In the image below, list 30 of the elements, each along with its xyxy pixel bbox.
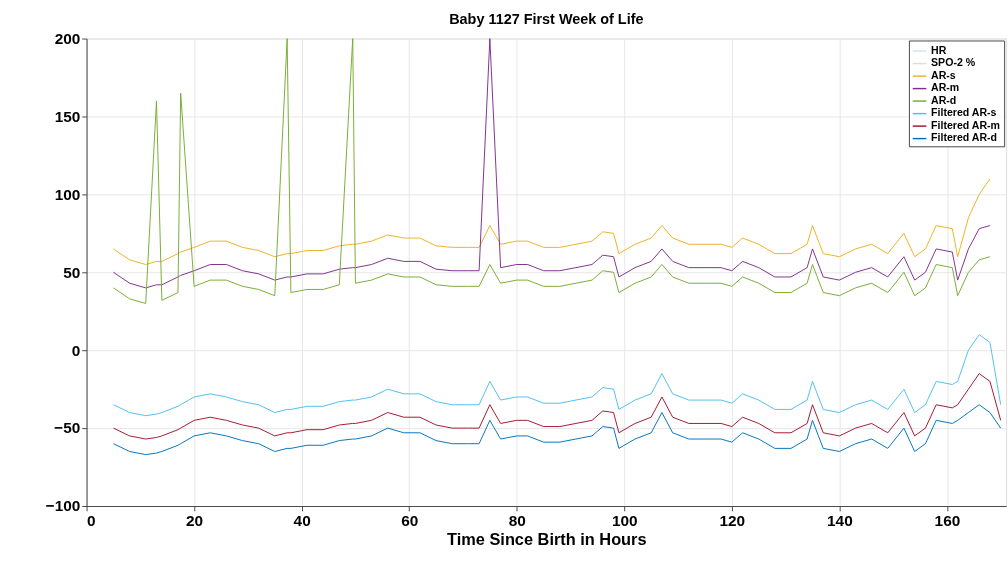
y-tick-label: 50 [63, 263, 81, 281]
x-tick-label: 160 [934, 511, 961, 529]
legend-label: AR-s [931, 68, 956, 81]
x-tick-label: 140 [827, 511, 853, 529]
x-tick-label: 60 [401, 511, 419, 529]
legend-label: Filtered AR-s [931, 106, 997, 119]
x-tick-label: 20 [186, 511, 204, 529]
x-tick-label: 100 [611, 511, 638, 529]
legend-label: SPO-2 % [931, 56, 976, 69]
x-axis-title: Time Since Birth in Hours [447, 529, 647, 548]
y-tick-label: 200 [54, 29, 81, 47]
y-tick-label: 100 [54, 185, 81, 203]
y-tick-label: 150 [54, 107, 81, 125]
line-series [112, 373, 1002, 440]
legend-label: HR [931, 43, 947, 56]
x-tick-label: 80 [508, 511, 526, 529]
line-series [112, 334, 1002, 417]
line-series [112, 178, 991, 265]
x-tick-label: 0 [87, 511, 96, 529]
legend-label: AR-m [931, 81, 960, 94]
y-tick-label: 0 [71, 341, 81, 359]
x-tick-label: 40 [293, 511, 311, 529]
x-tick-label: 120 [719, 511, 746, 529]
legend-label: Filtered AR-d [931, 131, 998, 144]
y-tick-label: −100 [45, 497, 81, 515]
chart-title: Baby 1127 First Week of Life [449, 11, 644, 28]
line-series [112, 404, 1002, 456]
legend-label: AR-d [931, 93, 957, 106]
legend-label: Filtered AR-m [931, 118, 1001, 131]
y-tick-label: −50 [54, 419, 81, 437]
